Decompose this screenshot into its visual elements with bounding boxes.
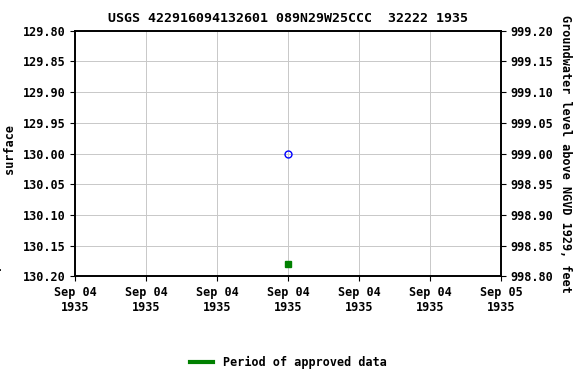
- Y-axis label: Depth to water level, feet below land
 surface: Depth to water level, feet below land su…: [0, 22, 17, 285]
- Y-axis label: Groundwater level above NGVD 1929, feet: Groundwater level above NGVD 1929, feet: [559, 15, 572, 293]
- Title: USGS 422916094132601 089N29W25CCC  32222 1935: USGS 422916094132601 089N29W25CCC 32222 …: [108, 12, 468, 25]
- Legend: Period of approved data: Period of approved data: [185, 351, 391, 374]
